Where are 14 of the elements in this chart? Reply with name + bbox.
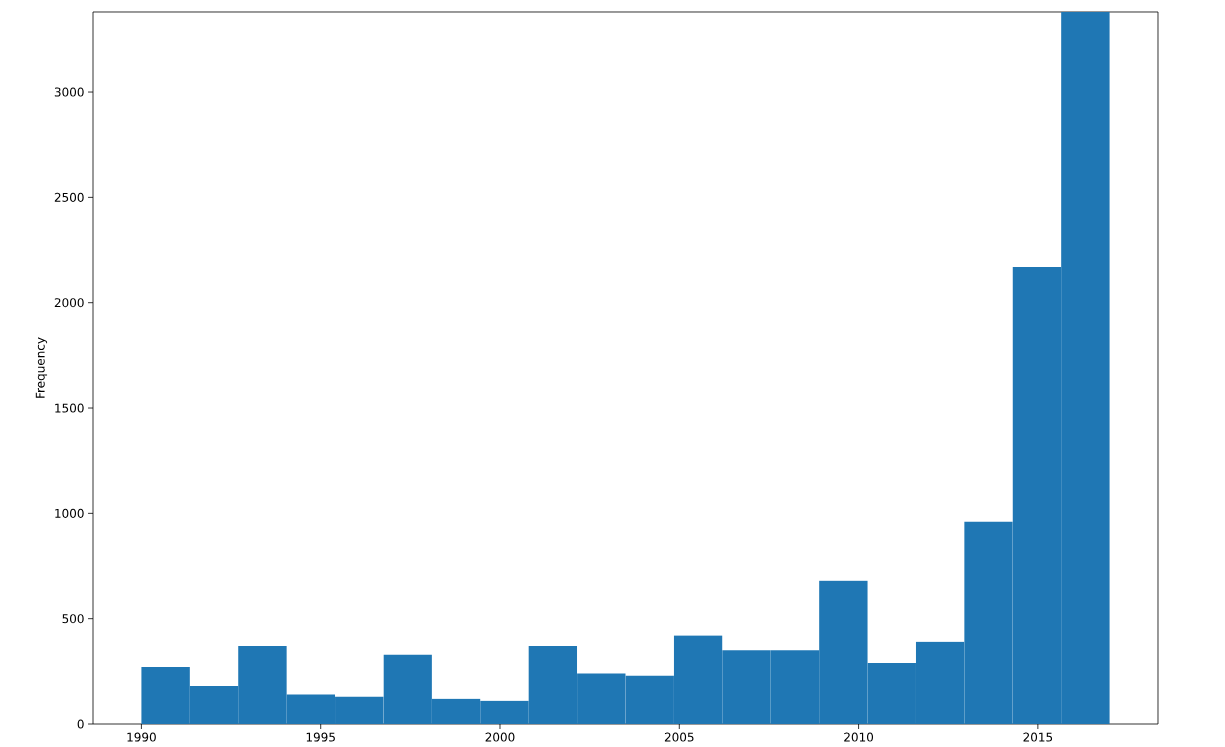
y-tick-label: 500: [62, 614, 84, 624]
y-tick-label: 1500: [55, 403, 84, 413]
y-tick-label: 2500: [54, 192, 84, 202]
x-tick-label: 1995: [306, 732, 335, 742]
x-tick-label: 2010: [844, 732, 874, 742]
y-tick-label: 2000: [54, 298, 84, 308]
y-tick-label: 0: [77, 719, 84, 729]
y-axis-title: Frequency: [35, 337, 48, 398]
y-tick-label: 1000: [55, 508, 84, 518]
x-tick-label: 2000: [485, 732, 515, 742]
y-tick-label: 3000: [54, 87, 84, 97]
x-tick-label: 1990: [127, 732, 156, 742]
x-tick-label: 2015: [1023, 732, 1053, 742]
x-tick-label: 2005: [664, 732, 694, 742]
